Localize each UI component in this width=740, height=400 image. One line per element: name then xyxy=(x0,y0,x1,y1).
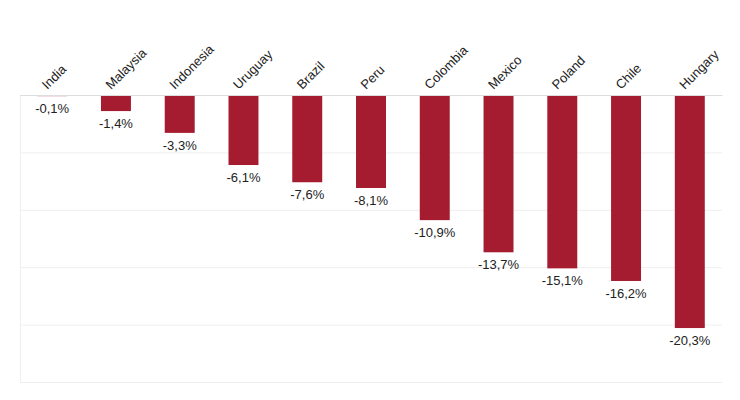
data-label: -6,1% xyxy=(226,170,260,185)
x-tick: Colombia xyxy=(421,42,471,92)
y-tick xyxy=(20,325,722,326)
category-label: Uruguay xyxy=(230,46,276,92)
category-label: Chile xyxy=(613,61,645,93)
x-tick: Uruguay xyxy=(230,46,276,92)
data-label: -20,3% xyxy=(669,333,711,348)
category-label: India xyxy=(39,61,70,92)
category-label: Poland xyxy=(549,53,588,92)
bar xyxy=(292,95,322,182)
data-label: -1,4% xyxy=(99,116,133,131)
x-tick: Mexico xyxy=(485,52,525,92)
chart-container: India Malaysia Indonesia Uruguay Brazil Peru C… xyxy=(0,0,740,400)
bar xyxy=(675,95,705,328)
bar xyxy=(484,95,514,252)
bar xyxy=(611,95,641,281)
bar xyxy=(547,95,577,268)
data-label: -3,3% xyxy=(163,138,197,153)
category-label: Malaysia xyxy=(103,45,150,92)
bar xyxy=(228,95,258,165)
grid-line xyxy=(20,325,722,326)
bar xyxy=(356,95,386,188)
data-label: -7,6% xyxy=(290,187,324,202)
x-tick: India xyxy=(39,61,70,92)
grid-line xyxy=(20,95,722,96)
category-label: Colombia xyxy=(421,42,471,92)
data-label: -10,9% xyxy=(414,225,456,240)
category-label: Mexico xyxy=(485,52,525,92)
bars xyxy=(37,95,705,328)
data-labels: -0,1% -1,4% -3,3% -6,1% -7,6% -8,1% -10,9% -13,… xyxy=(35,101,711,348)
x-tick: Peru xyxy=(358,62,388,92)
plot: India Malaysia Indonesia Uruguay Brazil Peru C… xyxy=(20,41,723,382)
chart-svg: India Malaysia Indonesia Uruguay Brazil Peru C… xyxy=(0,0,740,400)
category-label: Peru xyxy=(358,62,388,92)
grid-line xyxy=(20,382,722,383)
bar xyxy=(165,95,195,133)
bar xyxy=(420,95,450,220)
y-axis-line xyxy=(21,96,723,383)
x-axis: India Malaysia Indonesia Uruguay Brazil Peru C… xyxy=(21,41,723,95)
data-label: -16,2% xyxy=(605,286,647,301)
y-tick xyxy=(20,382,722,383)
category-label: Indonesia xyxy=(166,41,217,92)
x-tick: Poland xyxy=(549,53,588,92)
data-label: -13,7% xyxy=(478,257,520,272)
category-label: Hungary xyxy=(676,46,722,92)
x-axis-line xyxy=(21,95,723,96)
bar xyxy=(101,95,131,111)
data-label: -15,1% xyxy=(542,273,584,288)
y-tick xyxy=(20,95,722,96)
x-tick: Hungary xyxy=(676,46,722,92)
category-label: Brazil xyxy=(294,59,328,93)
x-tick: Brazil xyxy=(294,59,328,93)
x-tick: Indonesia xyxy=(166,41,217,92)
x-tick: Chile xyxy=(613,61,645,93)
x-tick: Malaysia xyxy=(103,45,150,92)
data-label: -0,1% xyxy=(35,101,69,116)
data-label: -8,1% xyxy=(354,193,388,208)
y-axis xyxy=(20,96,722,383)
